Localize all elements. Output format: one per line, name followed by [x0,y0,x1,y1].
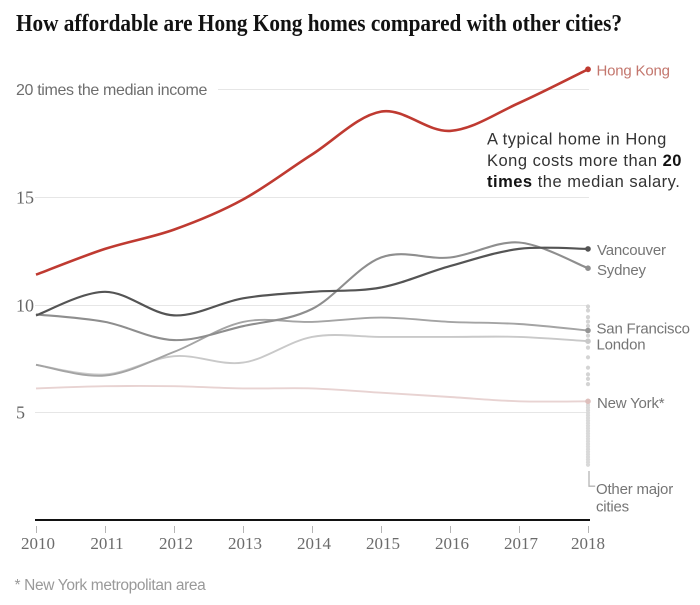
svg-text:* New York metropolitan area: * New York metropolitan area [15,577,207,594]
svg-text:A typical home in Hong: A typical home in Hong [487,131,667,149]
svg-text:How affordable are Hong Kong h: How affordable are Hong Kong homes compa… [16,11,622,37]
svg-text:San Francisco: San Francisco [597,321,690,338]
svg-text:Kong costs more than 20: Kong costs more than 20 [487,152,682,170]
svg-text:2014: 2014 [297,534,332,553]
svg-text:5: 5 [16,403,25,423]
svg-text:2013: 2013 [228,534,262,553]
svg-text:2016: 2016 [435,534,469,553]
svg-text:Hong Kong: Hong Kong [597,62,670,79]
svg-text:2018: 2018 [571,534,605,553]
svg-text:2015: 2015 [366,534,400,553]
svg-text:2011: 2011 [90,534,123,553]
svg-text:Other major: Other major [596,481,673,498]
svg-text:2017: 2017 [504,534,539,553]
svg-text:cities: cities [596,499,629,516]
svg-text:Sydney: Sydney [597,262,647,279]
svg-text:20 times the median income: 20 times the median income [16,82,207,99]
svg-text:times the median salary.: times the median salary. [487,173,680,191]
svg-text:2010: 2010 [21,534,55,553]
svg-text:Vancouver: Vancouver [597,242,666,259]
svg-text:10: 10 [16,296,34,316]
svg-text:2012: 2012 [159,534,193,553]
svg-text:London: London [597,337,646,354]
svg-text:15: 15 [16,188,34,208]
svg-text:New York*: New York* [597,395,665,412]
